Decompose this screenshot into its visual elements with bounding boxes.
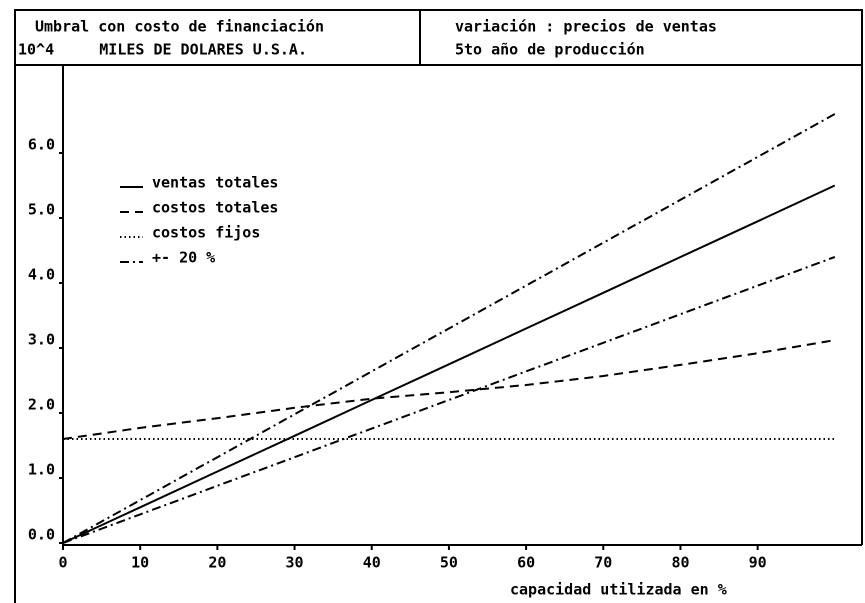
x-tick-label: 80 [671, 554, 689, 572]
header-right-box [419, 9, 863, 66]
series-line [62, 256, 836, 544]
legend-label: +- 20 % [152, 249, 215, 267]
legend-label: costos totales [152, 199, 278, 217]
x-tick-label: 0 [58, 554, 67, 572]
y-tick-label: 5.0 [28, 201, 55, 219]
y-tick-label: 1.0 [28, 461, 55, 479]
y-tick-label: 6.0 [28, 136, 55, 154]
x-tick-label: 60 [517, 554, 535, 572]
header-right-line: 5to año de producción [455, 41, 645, 59]
y-tick-label: 2.0 [28, 396, 55, 414]
x-tick-label: 40 [363, 554, 381, 572]
x-tick-label: 50 [440, 554, 458, 572]
y-tick-label: 0.0 [28, 526, 55, 544]
y-tick-label: 4.0 [28, 266, 55, 284]
series-line [62, 113, 836, 544]
y-tick-label: 3.0 [28, 331, 55, 349]
x-axis-label: capacidad utilizada en % [510, 581, 727, 599]
series-line [62, 339, 835, 440]
legend-label: costos fijos [152, 224, 260, 242]
x-tick-label: 30 [286, 554, 304, 572]
chart-title: Umbral con costo de financiación [35, 18, 324, 36]
chart-subtitle: 10^4 MILES DE DOLARES U.S.A. [18, 41, 307, 59]
x-tick-label: 70 [594, 554, 612, 572]
x-tick-label: 10 [131, 554, 149, 572]
x-tick-label: 90 [749, 554, 767, 572]
header-right-line: variación : precios de ventas [455, 18, 717, 36]
x-tick-label: 20 [208, 554, 226, 572]
series-line [62, 184, 836, 544]
legend-label: ventas totales [152, 174, 278, 192]
